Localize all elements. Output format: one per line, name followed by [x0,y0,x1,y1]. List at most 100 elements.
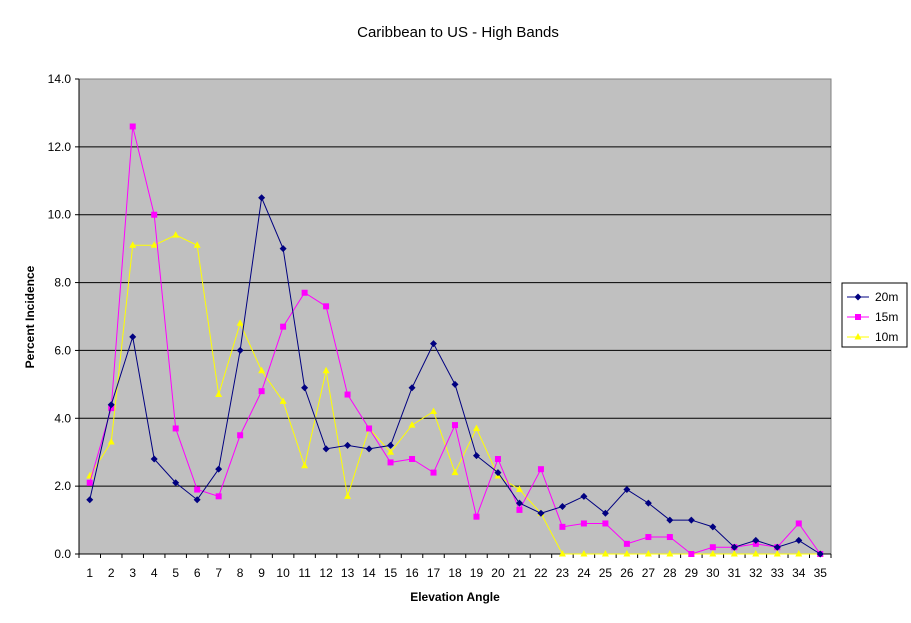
data-point-20m [193,496,201,504]
x-tick-label: 33 [771,566,785,580]
data-point-10m [129,241,137,248]
data-point-10m [344,492,352,499]
x-tick-label: 28 [663,566,677,580]
x-axis-label: Elevation Angle [410,590,500,604]
data-point-15m [580,520,587,527]
x-tick-label: 35 [814,566,828,580]
data-point-15m [409,456,416,462]
x-tick-label: 30 [706,566,720,580]
data-point-10m [601,550,609,557]
data-point-15m [129,123,136,130]
x-tick-label: 2 [108,566,115,580]
data-point-10m [408,421,416,428]
data-point-20m [365,445,373,453]
data-point-10m [193,241,201,248]
x-tick-label: 15 [384,566,398,580]
data-point-20m [494,469,502,477]
x-tick-label: 7 [215,566,222,580]
data-point-20m [666,516,674,524]
data-point-20m [816,550,824,558]
data-point-20m [558,503,566,510]
data-point-15m [344,391,351,398]
data-point-15m [237,432,244,439]
legend-marker [854,333,862,340]
data-point-20m [623,486,631,494]
data-point-15m [795,520,802,527]
data-point-20m [129,333,137,341]
x-tick-label: 19 [470,566,484,580]
y-tick-label: 10.0 [48,208,72,222]
data-point-20m [258,194,266,202]
x-tick-label: 11 [298,566,311,580]
data-point-20m [430,340,438,348]
x-tick-label: 32 [749,566,763,580]
data-point-15m [709,544,716,551]
data-point-15m [366,425,373,432]
y-tick-label: 4.0 [54,411,71,425]
y-tick-label: 14.0 [48,72,72,86]
data-point-10m [644,550,652,557]
data-point-20m [408,384,416,392]
x-tick-label: 6 [194,566,201,580]
data-point-15m [151,211,158,218]
x-tick-label: 21 [513,566,527,580]
data-point-20m [322,445,330,453]
legend: 20m 15m 10m [841,282,908,348]
data-point-15m [86,479,93,486]
data-point-10m [150,241,158,248]
x-tick-label: 8 [237,566,244,580]
data-point-15m [215,493,222,500]
x-tick-label: 26 [620,566,634,580]
x-tick-label: 17 [427,566,441,580]
data-point-10m [279,397,287,404]
series-20m [86,194,824,558]
data-point-15m [387,459,394,466]
data-point-20m [515,499,523,507]
data-point-20m [279,245,287,253]
x-tick-label: 23 [556,566,570,580]
data-point-15m [301,289,308,296]
data-point-20m [709,523,717,531]
legend-entry-10m: 10m [847,330,898,344]
data-point-20m [537,509,545,517]
data-point-20m [601,509,609,517]
x-tick-label: 13 [341,566,355,580]
data-point-15m [194,486,201,493]
x-tick-label: 4 [151,566,158,580]
data-point-15m [323,303,330,310]
data-point-10m [730,550,738,557]
data-point-10m [558,550,566,557]
data-point-10m [773,550,781,557]
data-point-10m [301,461,309,469]
data-point-10m [172,231,180,238]
data-point-10m [107,438,115,445]
data-point-10m [451,468,459,476]
data-point-20m [301,384,309,392]
legend-entry-15m: 15m [847,310,898,324]
data-point-20m [215,465,223,473]
data-point-15m [559,523,566,530]
data-point-10m [215,390,223,398]
legend-label: 10m [875,330,898,344]
x-tick-label: 20 [491,566,505,580]
x-tick-label: 29 [685,566,699,580]
x-tick-label: 1 [86,566,93,580]
data-point-20m [107,401,115,409]
data-point-10m [623,550,631,557]
data-point-20m [687,516,695,524]
y-axis-label: Percent Incidence [23,265,37,368]
data-point-20m [773,543,781,551]
data-point-10m [236,319,244,326]
data-point-20m [730,543,738,551]
data-point-20m [752,536,760,544]
x-tick-label: 14 [362,566,376,580]
data-point-20m [387,441,395,449]
data-point-15m [494,456,501,462]
data-point-15m [172,425,179,432]
x-axis-ticks: 1 2 3 4 5 6 7 8 9 10 11 12 13 14 15 16 17 18 19 20 21 22 23 24 2… [78,554,832,580]
x-tick-label: 18 [448,566,462,580]
y-axis-ticks: 0.0 2.0 4.0 6.0 8.0 10.0 12.0 14.0 [48,72,79,561]
legend-marker [855,314,861,320]
data-point-10m [752,550,760,557]
x-tick-label: 22 [534,566,548,580]
